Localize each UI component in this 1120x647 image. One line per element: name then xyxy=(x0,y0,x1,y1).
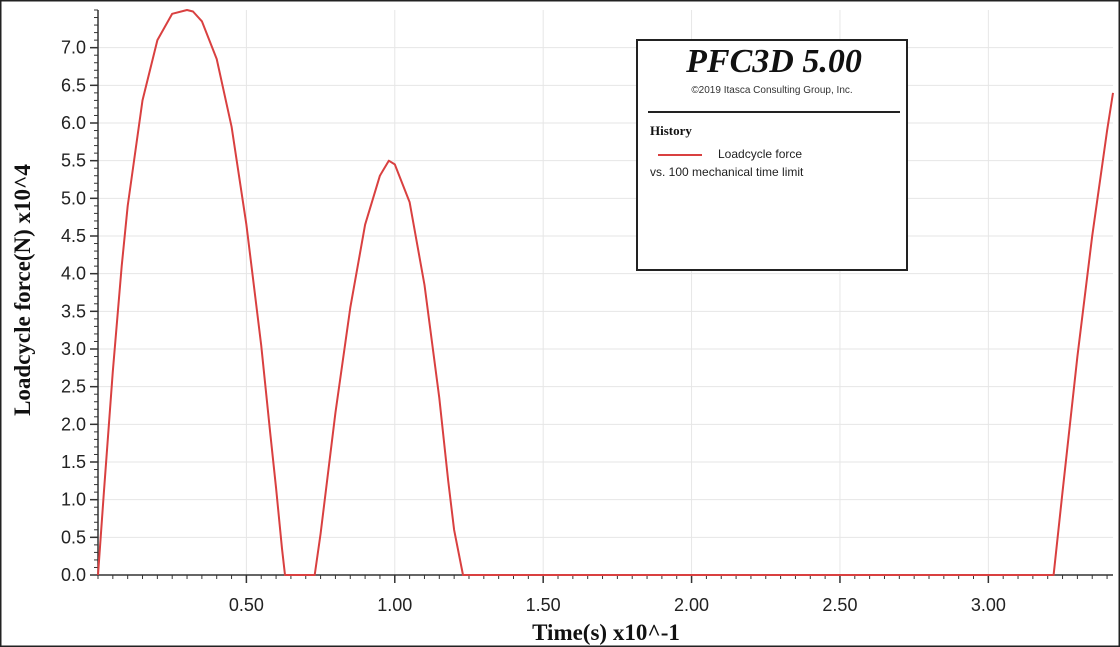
legend-copyright: ©2019 Itasca Consulting Group, Inc. xyxy=(691,85,853,96)
ticks: 0.50 1.00 1.50 2.00 2.50 3.00 0.0 0.5 1.0 1.5 2.0 2… xyxy=(61,9,1108,615)
x-tick-label: 2.50 xyxy=(822,595,857,615)
y-tick-label: 5.0 xyxy=(61,188,86,208)
x-tick-label: 3.00 xyxy=(971,595,1006,615)
y-tick-label: 6.0 xyxy=(61,113,86,133)
x-tick-label: 2.00 xyxy=(674,595,709,615)
y-tick-label: 1.5 xyxy=(61,452,86,472)
legend-title: PFC3D 5.00 xyxy=(686,43,862,80)
series-group xyxy=(97,9,1114,576)
y-tick-label: 5.5 xyxy=(61,151,86,171)
legend-entry-subtitle: vs. 100 mechanical time limit xyxy=(650,165,804,179)
y-tick-label: 6.5 xyxy=(61,75,86,95)
legend-divider xyxy=(648,111,900,113)
grid xyxy=(98,10,1113,575)
y-tick-label: 7.0 xyxy=(61,38,86,58)
legend-section-title: History xyxy=(650,123,692,138)
legend-entry-label: Loadcycle force xyxy=(718,147,803,161)
y-tick-label: 1.0 xyxy=(61,490,86,510)
legend-swatch xyxy=(658,154,702,156)
x-axis-title: Time(s) x10^-1 xyxy=(532,620,680,645)
y-tick-label: 4.0 xyxy=(61,264,86,284)
x-tick-label: 0.50 xyxy=(229,595,264,615)
x-tick-label: 1.00 xyxy=(377,595,412,615)
y-tick-label: 2.0 xyxy=(61,414,86,434)
y-axis-title: Loadcycle force(N) x10^4 xyxy=(10,164,35,416)
legend-box: PFC3D 5.00 ©2019 Itasca Consulting Group… xyxy=(636,39,908,271)
x-tick-label: 1.50 xyxy=(526,595,561,615)
series-line xyxy=(97,9,1114,576)
y-tick-label: 4.5 xyxy=(61,226,86,246)
y-tick-label: 3.0 xyxy=(61,339,86,359)
y-tick-label: 3.5 xyxy=(61,301,86,321)
y-tick-label: 0.5 xyxy=(61,527,86,547)
y-tick-label: 0.0 xyxy=(61,565,86,585)
y-tick-label: 2.5 xyxy=(61,377,86,397)
